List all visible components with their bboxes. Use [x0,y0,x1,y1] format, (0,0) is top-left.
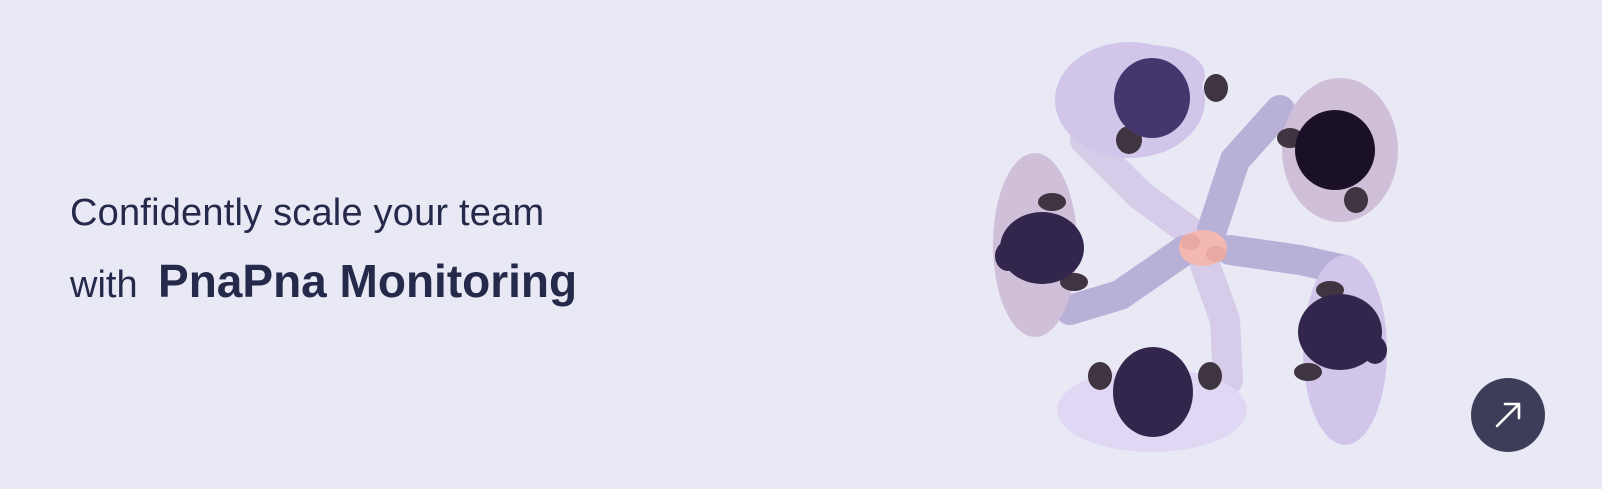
person-right [1294,255,1387,445]
team-huddle-illustration [993,42,1398,452]
headline-line2: with PnaPna Monitoring [70,256,577,318]
brand-name: PnaPna Monitoring [158,255,578,307]
person-bottom [1057,347,1247,452]
person-top-right [1277,78,1398,222]
headline: Confidently scale your team with PnaPna … [70,190,577,318]
headline-prefix: with [70,264,138,306]
joined-hands [1179,230,1227,266]
arrow-up-right-icon [1495,402,1521,428]
person-top-left [1055,42,1228,158]
expand-button[interactable] [1471,378,1545,452]
headline-line1: Confidently scale your team [70,192,545,234]
person-left [993,153,1088,337]
